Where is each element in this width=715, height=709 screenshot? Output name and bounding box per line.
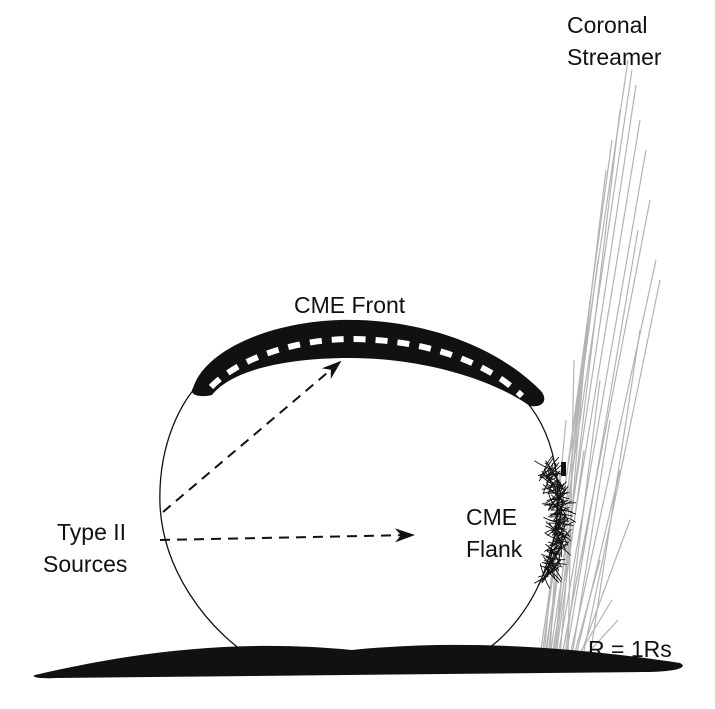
type-ii-sources-label-line2: Sources (43, 551, 127, 577)
flank-field-line (553, 518, 565, 533)
streamer-ray (555, 449, 585, 657)
flank-field-line (534, 460, 560, 473)
cme-flank-tangle (533, 454, 577, 590)
solar-radius-label: R = 1Rs (588, 636, 672, 662)
streamer-ray (582, 279, 661, 657)
streamer-ray (554, 109, 621, 657)
type-ii-sources-label-line1: Type II (57, 519, 126, 545)
type-ii-arrow-to-flank (159, 528, 415, 543)
coronal-streamer-label-line2: Streamer (567, 44, 662, 70)
cme-front-dashes (208, 335, 525, 399)
flank-field-line (548, 484, 556, 494)
flank-field-line (546, 462, 560, 484)
flank-field-line (551, 482, 562, 500)
flank-field-line (537, 568, 557, 585)
flank-field-line (543, 474, 558, 493)
flank-field-line (547, 463, 565, 491)
streamer-ray (571, 419, 611, 657)
flank-field-line (546, 483, 557, 489)
flank-tick (561, 462, 566, 476)
flank-field-line (548, 513, 574, 518)
type-ii-arrow-to-front (162, 360, 342, 513)
flank-field-line (551, 549, 562, 566)
streamer-ray (557, 149, 647, 657)
flank-field-line (544, 566, 560, 583)
cme-front-label: CME Front (294, 292, 406, 318)
streamer-ray (569, 259, 657, 657)
cme-flank-label-line1: CME (466, 504, 517, 530)
flank-field-line (544, 532, 569, 543)
flank-field-line (546, 504, 577, 515)
coronal-streamer (539, 59, 661, 657)
streamer-ray (573, 559, 601, 657)
cme-flank-label-line2: Flank (466, 536, 523, 562)
streamer-ray (565, 229, 639, 657)
streamer-ray (579, 519, 631, 657)
flank-field-line (547, 518, 569, 537)
flank-field-line (548, 484, 565, 492)
solar-surface (33, 644, 683, 679)
streamer-ray (543, 419, 567, 657)
streamer-ray (549, 84, 637, 657)
flank-field-line (542, 470, 561, 495)
streamer-ray (551, 119, 641, 657)
flank-field-line (551, 471, 563, 490)
flank-field-line (541, 559, 562, 584)
streamer-ray (541, 139, 613, 657)
flank-field-line (548, 495, 563, 510)
streamer-ray (589, 329, 641, 657)
streamer-ray (577, 599, 613, 657)
flank-field-line (548, 539, 560, 547)
streamer-ray (559, 339, 587, 657)
flank-field-line (541, 562, 560, 571)
flank-field-line (545, 525, 572, 542)
flank-field-line (548, 502, 576, 510)
flank-field-line (542, 481, 567, 494)
cme-front-band (191, 319, 545, 407)
streamer-ray (575, 469, 621, 657)
streamer-ray (567, 359, 575, 657)
flank-field-line (545, 527, 567, 534)
streamer-ray (561, 499, 593, 657)
coronal-streamer-label-line1: Coronal (567, 12, 648, 38)
streamer-ray (547, 169, 607, 657)
flank-field-line (538, 456, 560, 482)
flank-field-line (543, 503, 569, 511)
